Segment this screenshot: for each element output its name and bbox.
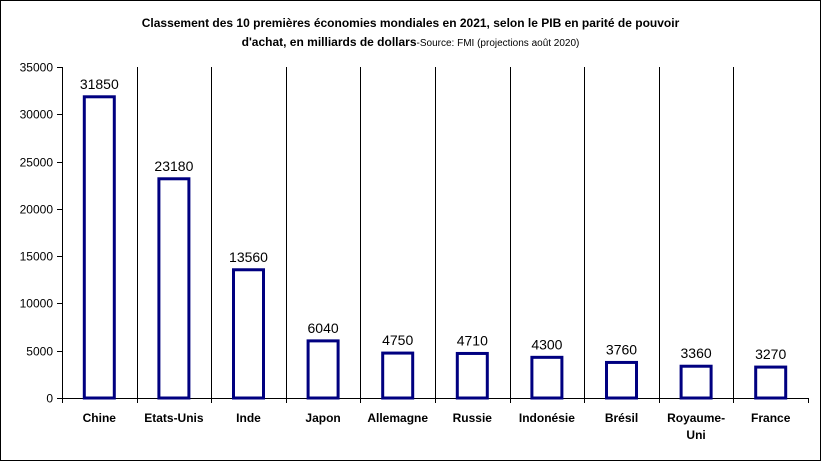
chart-source: -Source: FMI (projections août 2020) [416,38,580,49]
category-label: Royaume- [667,411,725,425]
chart-title: Classement des 10 premières économies mo… [0,14,821,53]
bar [679,364,713,400]
category-label: Chine [83,411,117,425]
category-label: Indonésie [519,411,575,425]
y-tick-label: 5000 [26,345,53,359]
bar [455,351,489,400]
category-label: Uni [686,428,705,442]
y-tick-label: 35000 [20,61,54,75]
category-label: Allemagne [367,411,428,425]
bar [605,360,638,400]
chart-title-line2-wrap: d'achat, en milliards de dollars-Source:… [0,33,821,53]
data-label: 23180 [154,158,193,174]
data-label: 3360 [681,345,712,361]
y-tick-label: 25000 [20,156,54,170]
y-tick-label: 30000 [20,108,54,122]
bar [530,355,564,400]
category-label: Japon [305,411,340,425]
category-label: Inde [236,411,261,425]
data-label: 31850 [80,76,119,92]
bar [82,95,116,400]
data-label: 3270 [755,346,786,362]
bar [232,268,265,400]
data-label: 4750 [382,332,413,348]
y-tick-label: 10000 [20,297,54,311]
data-label: 3760 [606,341,637,357]
category-label: Brésil [605,411,638,425]
data-label: 13560 [229,249,268,265]
data-label: 4710 [457,332,488,348]
y-tick-label: 20000 [20,203,54,217]
category-label: Etats-Unis [144,411,204,425]
data-label: 4300 [531,336,562,352]
chart-title-line2: d'achat, en milliards de dollars [241,35,417,49]
bar [306,339,340,400]
category-label: Russie [453,411,493,425]
data-label: 6040 [308,320,339,336]
chart-title-line1: Classement des 10 premières économies mo… [141,16,680,30]
y-tick-label: 15000 [20,250,54,264]
bar [754,365,788,400]
bar [157,177,191,400]
category-label: France [751,411,791,425]
bar [381,351,415,400]
y-tick-label: 0 [46,392,53,406]
